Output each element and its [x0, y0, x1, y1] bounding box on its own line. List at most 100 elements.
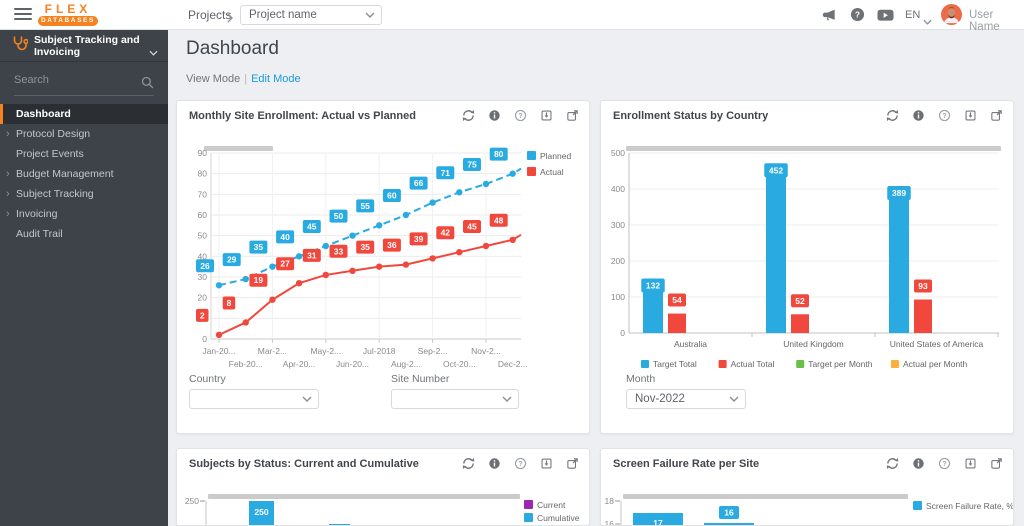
svg-text:Screen Failure Rate, %: Screen Failure Rate, % — [926, 501, 1014, 511]
svg-text:Current: Current — [537, 500, 566, 510]
svg-text:90: 90 — [198, 148, 208, 158]
svg-text:29: 29 — [227, 255, 237, 265]
svg-text:Aug-2...: Aug-2... — [391, 359, 421, 369]
svg-text:Cumulative: Cumulative — [537, 513, 580, 523]
info-icon[interactable] — [488, 457, 501, 470]
svg-text:19: 19 — [254, 275, 264, 285]
search-icon[interactable] — [141, 76, 154, 94]
svg-text:Dec-2...: Dec-2... — [498, 359, 528, 369]
download-icon[interactable] — [540, 457, 553, 470]
site-number-filter: Site Number — [391, 373, 519, 409]
screen-failure-chart: 18 16 17 16 Screen Failure Rate, % — [601, 489, 1014, 526]
language-selector[interactable]: EN — [905, 9, 921, 21]
chart-hscrollbar[interactable] — [208, 494, 520, 499]
hamburger-menu-icon[interactable] — [14, 8, 32, 22]
refresh-icon[interactable] — [886, 457, 899, 470]
breadcrumb[interactable]: Projects — [188, 8, 232, 22]
svg-text:250: 250 — [254, 507, 268, 517]
megaphone-icon[interactable] — [822, 8, 837, 27]
info-icon[interactable] — [912, 457, 925, 470]
module-selector[interactable]: Subject Tracking and Invoicing — [0, 30, 168, 62]
sidebar-item-invoicing[interactable]: › Invoicing — [0, 204, 168, 224]
refresh-icon[interactable] — [462, 457, 475, 470]
sidebar-item-protocol-design[interactable]: › Protocol Design — [0, 124, 168, 144]
filter-label: Site Number — [391, 373, 450, 385]
sidebar-item-subject-tracking[interactable]: › Subject Tracking — [0, 184, 168, 204]
open-external-icon[interactable] — [566, 457, 579, 470]
sidebar-item-audit-trail[interactable]: Audit Trail — [16, 228, 63, 240]
edit-mode-link[interactable]: Edit Mode — [251, 73, 301, 85]
user-name[interactable]: User Name — [969, 9, 1000, 33]
download-icon[interactable] — [540, 109, 553, 122]
month-filter: Month Nov-2022 — [626, 373, 746, 409]
svg-text:50: 50 — [334, 211, 344, 221]
help-icon[interactable]: ? — [850, 7, 865, 27]
avatar[interactable] — [941, 4, 962, 25]
chart-hscrollbar[interactable] — [204, 146, 273, 151]
partial-bar-chart-svg: 18 16 17 16 Screen Failure Rate, % — [605, 496, 1014, 526]
svg-text:Actual: Actual — [540, 167, 564, 177]
legend-item[interactable]: Actual Total — [718, 359, 775, 369]
sidebar-item-budget-management[interactable]: › Budget Management — [0, 164, 168, 184]
country-select[interactable] — [189, 389, 319, 409]
sidebar-item-project-events[interactable]: Project Events — [16, 148, 84, 160]
chevron-down-icon[interactable] — [923, 12, 932, 30]
refresh-icon[interactable] — [886, 109, 899, 122]
video-tutorials-icon[interactable] — [877, 8, 894, 27]
svg-text:16: 16 — [724, 508, 734, 518]
view-mode-link[interactable]: View Mode — [186, 73, 241, 85]
svg-text:United Kingdom: United Kingdom — [783, 339, 843, 349]
legend-item[interactable]: Cumulative — [524, 513, 580, 523]
help-icon[interactable]: ? — [514, 109, 527, 122]
project-select[interactable]: Project name — [240, 5, 382, 25]
search-input[interactable] — [14, 74, 134, 86]
svg-text:45: 45 — [467, 222, 477, 232]
country-filter: Country — [189, 373, 319, 409]
help-icon[interactable]: ? — [938, 457, 951, 470]
legend-item[interactable]: Screen Failure Rate, % — [913, 501, 1014, 511]
legend-item[interactable]: Planned — [527, 151, 571, 161]
svg-text:?: ? — [942, 461, 946, 468]
sidebar-item-dashboard[interactable]: Dashboard — [0, 104, 168, 124]
download-icon[interactable] — [964, 457, 977, 470]
card-actions: ? — [462, 109, 579, 122]
help-icon[interactable]: ? — [938, 109, 951, 122]
legend-item[interactable]: Target Total — [641, 359, 697, 369]
svg-text:27: 27 — [280, 259, 290, 269]
legend-item[interactable]: Current — [524, 500, 566, 510]
info-icon[interactable] — [488, 109, 501, 122]
site-number-select[interactable] — [391, 389, 519, 409]
refresh-icon[interactable] — [462, 109, 475, 122]
open-external-icon[interactable] — [566, 109, 579, 122]
open-external-icon[interactable] — [990, 457, 1003, 470]
chevron-down-icon — [729, 396, 739, 402]
svg-text:45: 45 — [307, 222, 317, 232]
chevron-down-icon — [302, 396, 312, 402]
chart-hscrollbar[interactable] — [626, 146, 1001, 151]
subjects-status-chart: 250 250 Current Cumulative — [177, 489, 589, 525]
sidebar-nav: Dashboard › Protocol Design Project Event… — [0, 104, 168, 244]
svg-text:200: 200 — [611, 256, 625, 266]
svg-text:17: 17 — [653, 518, 663, 526]
partial-bar-chart-svg: 250 250 Current Cumulative — [185, 496, 580, 525]
svg-text:Target per Month: Target per Month — [808, 359, 873, 369]
svg-text:?: ? — [942, 113, 946, 120]
info-icon[interactable] — [912, 109, 925, 122]
open-external-icon[interactable] — [990, 109, 1003, 122]
card-title: Subjects by Status: Current and Cumulati… — [189, 458, 419, 470]
svg-text:80: 80 — [198, 169, 208, 179]
svg-text:52: 52 — [795, 296, 805, 306]
svg-text:60: 60 — [387, 191, 397, 201]
legend-item[interactable]: Target per Month — [796, 359, 873, 369]
svg-text:Jun-20...: Jun-20... — [336, 359, 369, 369]
chart-hscrollbar[interactable] — [623, 494, 908, 499]
download-icon[interactable] — [964, 109, 977, 122]
legend-item[interactable]: Actual per Month — [891, 359, 968, 369]
flex-logo: FLEX DATABASES — [38, 3, 98, 26]
legend-item[interactable]: Actual — [527, 167, 564, 177]
month-select[interactable]: Nov-2022 — [626, 389, 746, 409]
svg-text:50: 50 — [198, 231, 208, 241]
svg-text:Actual per Month: Actual per Month — [903, 359, 968, 369]
card-monthly-site-enrollment: Monthly Site Enrollment: Actual vs Plann… — [176, 100, 590, 434]
help-icon[interactable]: ? — [514, 457, 527, 470]
